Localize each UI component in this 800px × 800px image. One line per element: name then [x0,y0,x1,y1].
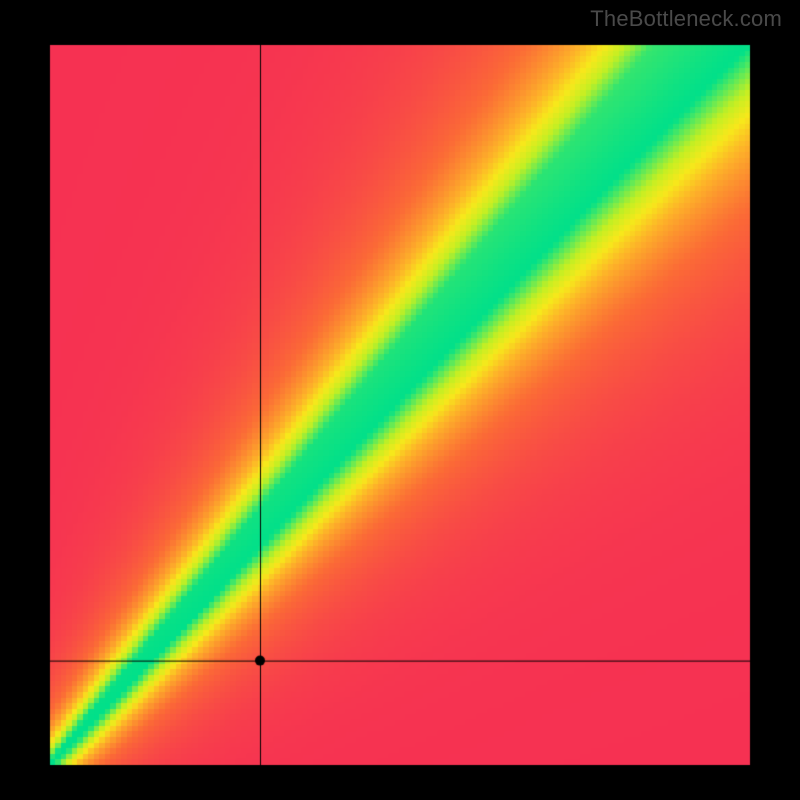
watermark-text: TheBottleneck.com [590,6,782,32]
figure-container: TheBottleneck.com [0,0,800,800]
bottleneck-heatmap-canvas [0,0,800,800]
